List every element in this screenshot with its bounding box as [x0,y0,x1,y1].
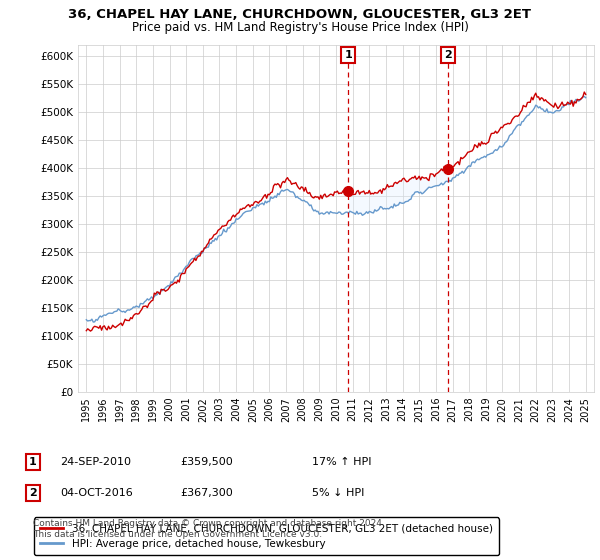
Text: 5% ↓ HPI: 5% ↓ HPI [312,488,364,498]
Text: Price paid vs. HM Land Registry's House Price Index (HPI): Price paid vs. HM Land Registry's House … [131,21,469,34]
Text: 1: 1 [344,50,352,60]
Text: £367,300: £367,300 [180,488,233,498]
Text: 2: 2 [445,50,452,60]
Text: 17% ↑ HPI: 17% ↑ HPI [312,457,371,467]
Text: £359,500: £359,500 [180,457,233,467]
Text: 1: 1 [29,457,37,467]
Text: 36, CHAPEL HAY LANE, CHURCHDOWN, GLOUCESTER, GL3 2ET: 36, CHAPEL HAY LANE, CHURCHDOWN, GLOUCES… [68,8,532,21]
Text: 24-SEP-2010: 24-SEP-2010 [60,457,131,467]
Text: 04-OCT-2016: 04-OCT-2016 [60,488,133,498]
Text: 2: 2 [29,488,37,498]
Legend: 36, CHAPEL HAY LANE, CHURCHDOWN, GLOUCESTER, GL3 2ET (detached house), HPI: Aver: 36, CHAPEL HAY LANE, CHURCHDOWN, GLOUCES… [34,517,499,555]
Text: Contains HM Land Registry data © Crown copyright and database right 2024.
This d: Contains HM Land Registry data © Crown c… [33,520,385,539]
